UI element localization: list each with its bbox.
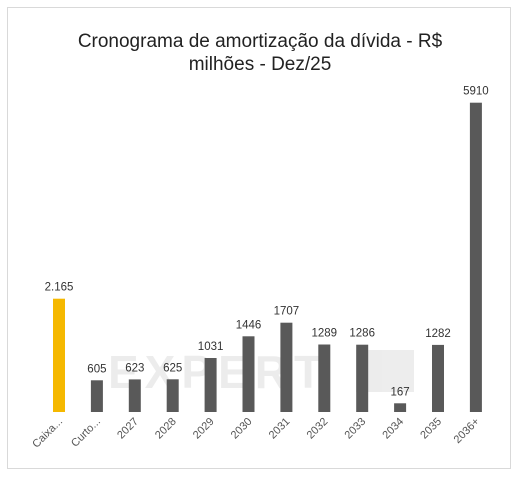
bar-2027 [128,379,141,412]
value-label: 605 [87,363,106,375]
chart-title: Cronograma de amortização da dívida - R$… [20,30,500,76]
x-tick-label: 2036+ [452,416,482,446]
value-labels-group: 2.165 605 623 625 1031 1446 1707 1289 1286 167 128… [45,86,489,399]
x-tick-label: 2027 [115,416,141,442]
x-tick-label: 2029 [191,416,217,442]
bar-2034 [394,403,407,412]
value-label: 1289 [312,328,338,340]
bar-2030 [242,336,255,412]
bars-group [53,102,482,412]
x-tick-label: 2030 [229,416,255,442]
value-label: 1707 [274,306,300,318]
chart-title-line-2: milhões - Dez/25 [188,54,332,75]
x-tick-labels-group: Caixa... Curto... 2027 2028 2029 2030 2031 2032… [30,416,482,451]
value-label: 5910 [463,86,489,98]
bar-2035 [432,344,444,412]
bar-curto [90,380,103,412]
value-label: 1031 [198,341,224,353]
x-tick-label: 2035 [418,416,444,442]
x-tick-label: 2032 [305,416,331,442]
bar-2033 [356,344,369,412]
bar-2031 [280,322,293,412]
value-label: 1446 [236,319,262,331]
bar-2028 [166,379,179,412]
x-tick-label: Curto... [69,416,103,450]
bar-caixa [53,298,65,412]
bar-2032 [318,344,331,412]
chart-title-line-1: Cronograma de amortização da dívida - R$ [77,31,443,52]
x-tick-label: Caixa... [30,416,65,451]
bar-2036+ [469,102,482,412]
x-tick-label: 2028 [153,416,179,442]
value-label: 625 [163,362,182,374]
value-label: 1286 [349,328,375,340]
x-tick-label: 2031 [267,416,293,442]
bar-2029 [204,358,217,412]
value-label: 1282 [425,328,451,340]
value-label: 2.165 [45,282,74,294]
value-label: 167 [391,386,410,398]
value-label: 623 [125,362,144,374]
x-tick-label: 2033 [343,416,369,442]
x-tick-label: 2034 [380,416,406,442]
